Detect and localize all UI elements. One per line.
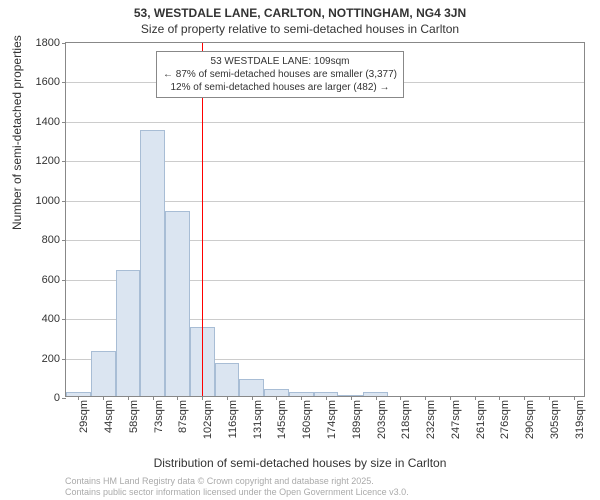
y-tick-label: 800 bbox=[42, 234, 60, 246]
y-tick-mark bbox=[62, 280, 66, 281]
histogram-bar bbox=[91, 351, 116, 396]
y-tick-mark bbox=[62, 398, 66, 399]
x-tick-label: 87sqm bbox=[177, 400, 189, 433]
y-tick-mark bbox=[62, 43, 66, 44]
y-tick-label: 1400 bbox=[36, 116, 60, 128]
histogram-bar bbox=[215, 363, 240, 396]
annotation-box: 53 WESTDALE LANE: 109sqm← 87% of semi-de… bbox=[156, 51, 404, 98]
x-tick-label: 160sqm bbox=[301, 400, 313, 439]
x-tick-label: 131sqm bbox=[252, 400, 264, 439]
x-tick-label: 102sqm bbox=[202, 400, 214, 439]
y-tick-mark bbox=[62, 201, 66, 202]
x-tick-label: 189sqm bbox=[351, 400, 363, 439]
y-tick-label: 1800 bbox=[36, 37, 60, 49]
x-tick-label: 174sqm bbox=[326, 400, 338, 439]
y-axis-label: Number of semi-detached properties bbox=[10, 35, 24, 230]
y-tick-label: 1000 bbox=[36, 195, 60, 207]
x-tick-label: 261sqm bbox=[475, 400, 487, 439]
x-tick-label: 116sqm bbox=[227, 400, 239, 438]
footer-attribution: Contains HM Land Registry data © Crown c… bbox=[65, 476, 409, 498]
x-tick-label: 218sqm bbox=[400, 400, 412, 439]
histogram-bar bbox=[116, 270, 141, 396]
y-tick-label: 600 bbox=[42, 274, 60, 286]
x-axis-label: Distribution of semi-detached houses by … bbox=[0, 456, 600, 470]
x-tick-label: 232sqm bbox=[425, 400, 437, 439]
x-tick-label: 58sqm bbox=[128, 400, 140, 433]
x-tick-label: 276sqm bbox=[499, 400, 511, 439]
x-tick-label: 319sqm bbox=[574, 400, 586, 439]
annotation-line-2: ← 87% of semi-detached houses are smalle… bbox=[163, 68, 397, 81]
x-tick-label: 29sqm bbox=[78, 400, 90, 433]
annotation-line-3: 12% of semi-detached houses are larger (… bbox=[163, 81, 397, 94]
footer-line-2: Contains public sector information licen… bbox=[65, 487, 409, 498]
x-tick-label: 145sqm bbox=[276, 400, 288, 439]
y-tick-mark bbox=[62, 359, 66, 360]
histogram-bar bbox=[140, 130, 165, 396]
y-tick-label: 1600 bbox=[36, 76, 60, 88]
y-tick-label: 200 bbox=[42, 353, 60, 365]
x-tick-label: 247sqm bbox=[450, 400, 462, 439]
x-tick-label: 203sqm bbox=[376, 400, 388, 439]
chart-title-main: 53, WESTDALE LANE, CARLTON, NOTTINGHAM, … bbox=[0, 6, 600, 20]
y-tick-mark bbox=[62, 240, 66, 241]
y-tick-mark bbox=[62, 82, 66, 83]
histogram-bar bbox=[165, 211, 190, 396]
annotation-line-1: 53 WESTDALE LANE: 109sqm bbox=[163, 55, 397, 68]
chart-container: 53, WESTDALE LANE, CARLTON, NOTTINGHAM, … bbox=[0, 0, 600, 500]
y-tick-mark bbox=[62, 319, 66, 320]
y-tick-label: 400 bbox=[42, 313, 60, 325]
y-tick-mark bbox=[62, 122, 66, 123]
x-tick-label: 73sqm bbox=[153, 400, 165, 433]
gridline bbox=[66, 122, 584, 123]
x-tick-label: 305sqm bbox=[549, 400, 561, 439]
footer-line-1: Contains HM Land Registry data © Crown c… bbox=[65, 476, 409, 487]
plot-area: 02004006008001000120014001600180029sqm44… bbox=[65, 42, 585, 397]
chart-title-sub: Size of property relative to semi-detach… bbox=[0, 22, 600, 36]
y-tick-label: 0 bbox=[54, 392, 60, 404]
histogram-bar bbox=[264, 389, 289, 396]
x-tick-label: 290sqm bbox=[524, 400, 536, 439]
histogram-bar bbox=[239, 379, 264, 396]
x-tick-label: 44sqm bbox=[103, 400, 115, 433]
y-tick-label: 1200 bbox=[36, 155, 60, 167]
y-tick-mark bbox=[62, 161, 66, 162]
